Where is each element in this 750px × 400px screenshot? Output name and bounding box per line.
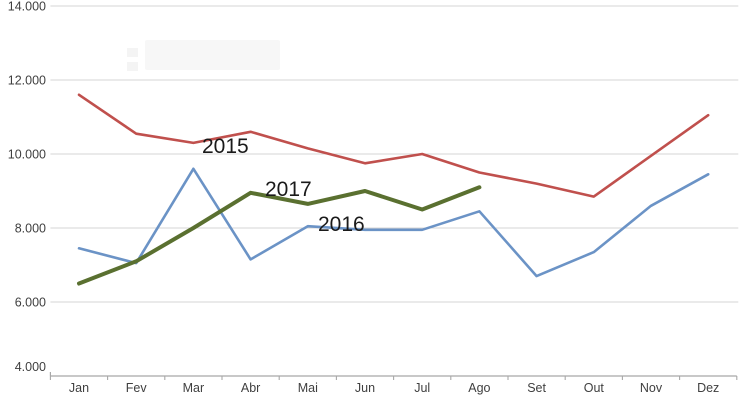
x-axis-label: Jun [355,381,375,395]
x-axis-label: Mar [183,381,205,395]
x-axis-label: Mai [298,381,318,395]
x-axis-label: Out [584,381,605,395]
x-axis-label: Fev [126,381,148,395]
series-label-2017: 2017 [265,178,312,201]
y-axis-tick-label: 4.000 [15,360,46,374]
y-axis-tick-label: 14.000 [8,0,46,14]
watermark-block [145,40,280,70]
watermark-square-bottom [127,62,138,71]
x-axis-label: Set [527,381,546,395]
watermark-square-top [127,48,138,57]
x-axis-label: Ago [468,381,490,395]
x-axis-label: Dez [697,381,719,395]
x-axis-label: Jul [414,381,430,395]
y-axis-tick-label: 12.000 [8,74,46,88]
series-line-2017 [77,185,482,286]
y-axis-tick-label: 6.000 [15,296,46,310]
series-label-2015: 2015 [202,135,249,158]
x-axis-label: Jan [69,381,89,395]
x-axis-label: Nov [640,381,663,395]
series-line-2016 [77,167,710,278]
y-axis-tick-label: 10.000 [8,148,46,162]
series-line-2015 [77,93,710,198]
series-label-2016: 2016 [318,213,365,236]
y-axis-tick-label: 8.000 [15,222,46,236]
x-axis-label: Abr [241,381,260,395]
